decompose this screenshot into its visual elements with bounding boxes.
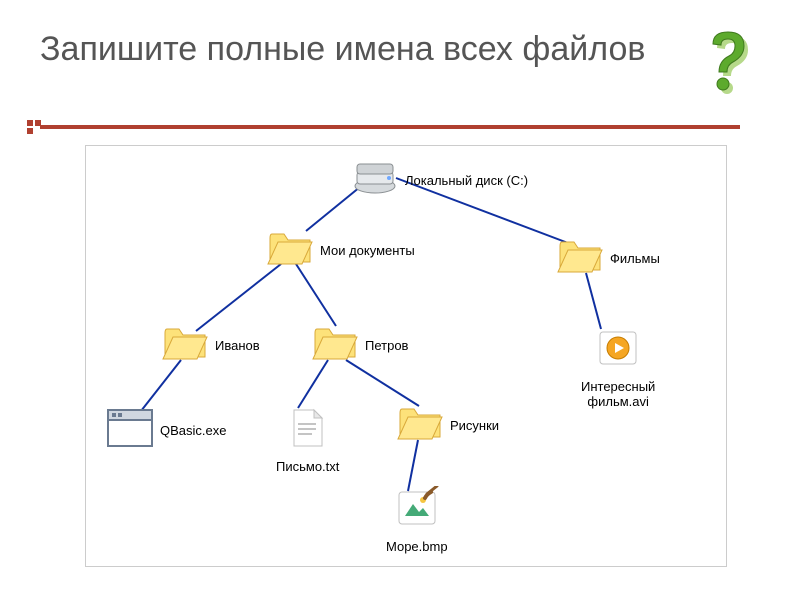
folder-icon [266, 226, 314, 275]
node-ivanov: Иванов [161, 321, 260, 370]
node-label: Мои документы [320, 243, 415, 258]
file-tree-diagram: Локальный диск (С:) Мои документы Фильмы Ив… [85, 145, 727, 567]
txt-icon [284, 406, 332, 455]
node-label: Море.bmp [386, 539, 448, 554]
folder-icon [556, 234, 604, 283]
node-label: Иванов [215, 338, 260, 353]
node-label: Письмо.txt [276, 459, 339, 474]
slide-title: Запишите полные имена всех файлов [40, 30, 660, 69]
slide: Запишите полные имена всех файлов Локаль… [0, 0, 800, 600]
folder-icon [396, 401, 444, 450]
node-label: Петров [365, 338, 408, 353]
title-underline [40, 125, 740, 129]
node-movie: Интересныйфильм.avi [581, 326, 655, 409]
node-pics: Рисунки [396, 401, 499, 450]
node-label: QBasic.exe [160, 423, 226, 438]
node-label: Фильмы [610, 251, 660, 266]
device-icon [351, 156, 399, 205]
node-root: Локальный диск (С:) [351, 156, 528, 205]
bmp-icon [393, 486, 441, 535]
node-qbasic: QBasic.exe [106, 406, 226, 455]
node-label: Локальный диск (С:) [405, 173, 528, 188]
node-label: Рисунки [450, 418, 499, 433]
avi-icon [594, 326, 642, 375]
folder-icon [311, 321, 359, 370]
question-mark-icon [700, 30, 760, 100]
node-films: Фильмы [556, 234, 660, 283]
node-sea: Море.bmp [386, 486, 448, 554]
title-ornament [27, 120, 41, 134]
node-docs: Мои документы [266, 226, 415, 275]
node-label: Интересныйфильм.avi [581, 379, 655, 409]
node-petrov: Петров [311, 321, 408, 370]
folder-icon [161, 321, 209, 370]
node-letter: Письмо.txt [276, 406, 339, 474]
exe-icon [106, 406, 154, 455]
slide-title-block: Запишите полные имена всех файлов [40, 30, 660, 69]
